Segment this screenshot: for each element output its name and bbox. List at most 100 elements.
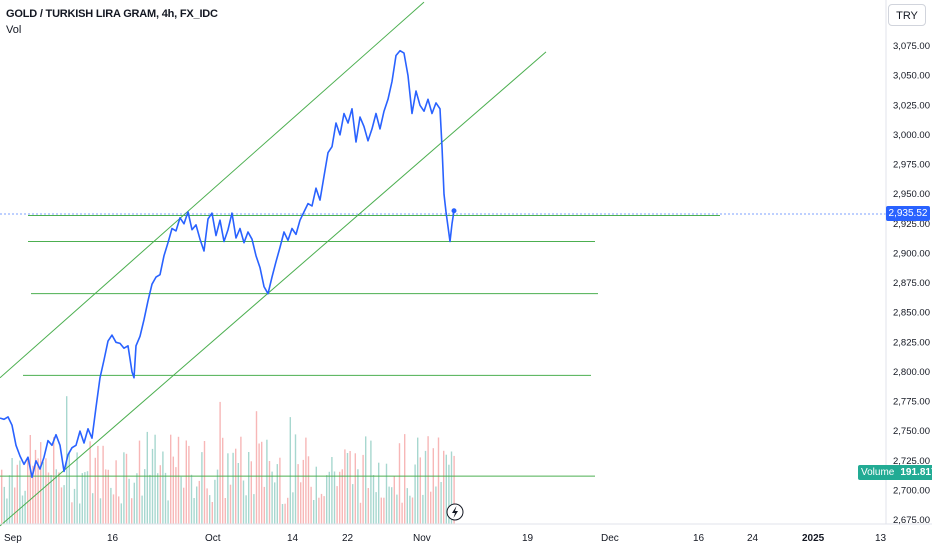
volume-bar [86,471,89,524]
y-tick-label: 2,775.00 [893,397,930,408]
channel-line[interactable] [0,51,547,527]
volume-bar [453,455,455,524]
volume-bar [406,488,408,524]
x-tick-label: 24 [747,533,759,544]
volume-bar [11,458,13,524]
volume-bar [255,411,258,524]
volume-bar [430,491,432,524]
volume-bar [63,485,65,524]
volume-bar [112,494,115,524]
volume-badge-label: Volume [861,467,895,478]
volume-bar [401,502,403,524]
volume-bar [307,456,310,524]
symbol-title[interactable]: GOLD / TURKISH LIRA GRAM, 4h, FX_IDC [6,8,218,20]
volume-bar [141,495,143,524]
volume-bar [326,475,328,524]
y-tick-label: 2,875.00 [893,278,930,289]
volume-bar [359,502,362,524]
y-tick-label: 3,075.00 [893,41,930,52]
volume-bar [235,448,237,524]
volume-bar [146,431,148,524]
volume-bar [92,493,94,524]
volume-bar [333,471,336,524]
x-tick-label: 22 [342,533,354,544]
volume-bar [180,476,182,524]
volume-bar [198,480,200,524]
volume-bar [24,490,26,524]
volume-bar [258,443,260,524]
volume-bars [1,396,455,524]
volume-bar [268,461,271,524]
volume-bar [289,417,291,524]
volume-bar [144,469,146,524]
volume-indicator-label[interactable]: Vol [6,24,22,36]
currency-button[interactable]: TRY [888,4,926,26]
volume-bar [42,461,44,524]
lightning-icon[interactable] [446,503,464,521]
y-tick-label: 2,700.00 [893,485,930,496]
volume-bar [409,495,411,524]
volume-bar [14,487,16,524]
volume-bar [427,436,429,524]
volume-bar [34,449,37,524]
volume-bar [357,469,359,524]
volume-bar [271,471,273,524]
volume-bar [50,475,52,524]
y-tick-label: 3,000.00 [893,130,930,141]
volume-bar [55,469,57,524]
volume-bar [222,437,224,524]
volume-bar [440,482,442,524]
volume-bar [154,434,156,524]
volume-bar [404,434,406,524]
volume-bar [45,458,47,524]
volume-bar [385,463,388,524]
x-tick-label: Dec [601,533,619,544]
volume-bar [190,474,193,524]
volume-bar [193,498,195,524]
volume-bar [352,484,354,524]
volume-bar [219,401,221,524]
volume-bar [276,464,278,524]
volume-bar [274,482,276,524]
volume-bar [196,486,198,524]
volume-bar [29,435,31,524]
volume-bar [372,475,375,524]
volume-bar [177,436,180,524]
x-tick-label: Nov [413,533,431,544]
volume-bar [422,494,424,524]
volume-bar [60,487,63,524]
volume-bar [310,486,312,524]
volume-bar [149,474,151,524]
volume-bar [388,486,390,524]
volume-bar [216,469,219,524]
volume-bar [393,476,395,524]
volume-bar [419,457,421,524]
volume-bar [380,497,382,524]
channel-line[interactable] [0,1,425,379]
volume-bar [47,472,50,524]
x-tick-label: 14 [287,533,299,544]
volume-bar [133,482,135,524]
volume-bar [391,487,393,524]
volume-bar [414,464,416,524]
volume-bar [224,498,226,524]
volume-bar [279,457,281,524]
volume-bar [138,440,141,524]
x-tick-label: Sep [4,533,22,544]
time-axis[interactable]: Sep 16 Oct 14 22 Nov 19 Dec 16 24 2025 13 [4,533,887,544]
volume-bar [6,498,8,524]
volume-bar [206,488,208,524]
volume-bar [164,472,167,524]
volume-bar [110,487,112,524]
volume-bar [157,473,159,524]
volume-badge-value: 191.817K [900,467,932,478]
volume-bar [344,449,346,524]
volume-bar [346,453,349,524]
price-axis[interactable]: 3,075.00 3,050.00 3,025.00 3,000.00 2,975.00… [893,41,930,526]
x-tick-label: 2025 [802,533,825,544]
volume-bar [188,445,190,524]
volume-bar [209,495,211,524]
y-tick-label: 2,825.00 [893,337,930,348]
volume-bar [115,460,117,524]
